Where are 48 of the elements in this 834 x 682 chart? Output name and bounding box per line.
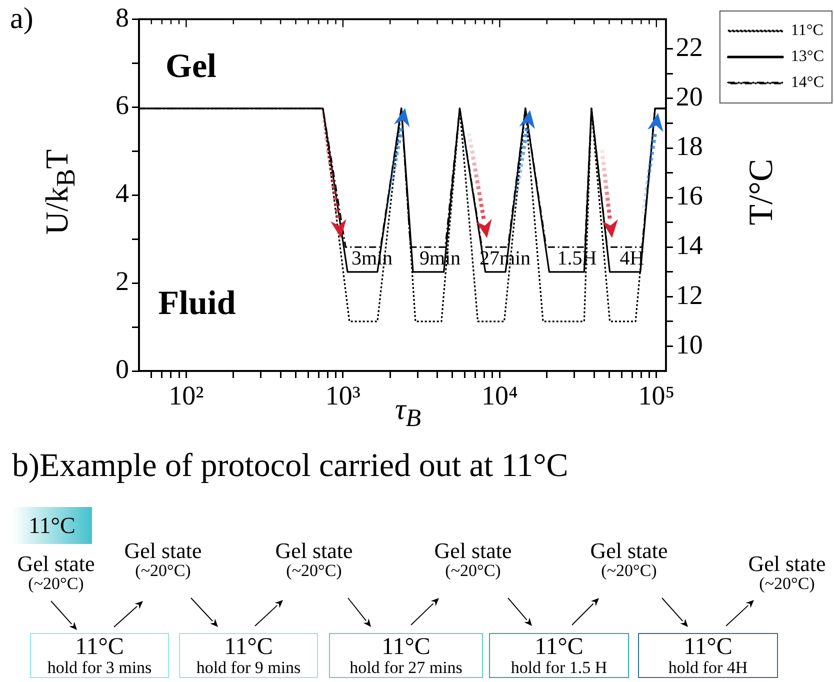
text: 11°C (12, 507, 92, 544)
text: (~20°C) (285, 561, 343, 580)
text: (~20°C) (134, 561, 192, 580)
annotation: Fluid (158, 284, 236, 322)
y2-axis-title: T/°C (743, 158, 781, 226)
y2-tick-label: 14 (676, 230, 704, 260)
chart-title: a) (10, 2, 34, 36)
text: (~20°C) (27, 574, 85, 593)
y2-tick-label: 22 (676, 32, 703, 62)
text: hold for 1.5 H (510, 658, 608, 677)
text: Gel state (17, 551, 95, 576)
text: 11°C (534, 634, 584, 660)
y-tick-label: 4 (116, 178, 130, 208)
text: Gel state (748, 551, 826, 576)
y-tick-label: 6 (116, 90, 129, 120)
legend-label: 13°C (790, 48, 824, 66)
y-tick-label: 2 (116, 266, 129, 296)
text: 11°C (223, 634, 274, 660)
y2-tick-label: 18 (676, 131, 703, 162)
text: hold for 9 mins (195, 658, 302, 677)
legend-label: 14°C (790, 74, 824, 92)
annotation: Gel (166, 48, 216, 85)
text: Gel state (124, 538, 202, 563)
text: 11°C (74, 634, 125, 660)
y-tick-label: 8 (116, 2, 129, 32)
text: (~20°C) (444, 561, 502, 580)
text: Gel state (434, 538, 512, 563)
text: Gel state (275, 538, 353, 563)
text: (~20°C) (758, 574, 816, 593)
text: hold for 27 mins (348, 658, 464, 677)
y-tick-label: 0 (116, 354, 129, 384)
text: (~20°C) (600, 561, 658, 580)
y2-tick-label: 10 (676, 329, 703, 360)
text: b)Example of protocol carried out at 11°C (12, 448, 568, 485)
text: 11°C (380, 634, 432, 660)
x-tick-label: 10³ (325, 380, 360, 410)
y2-tick-label: 20 (676, 82, 703, 112)
legend-label: 11°C (790, 22, 824, 40)
y2-tick-label: 16 (676, 180, 703, 211)
text: 11°C (682, 634, 734, 660)
x-tick-label: 10² (168, 380, 204, 410)
text: Gel state (590, 538, 668, 563)
x-tick-label: 10⁵ (638, 380, 675, 410)
text: hold for 4H (667, 658, 749, 677)
y2-tick-label: 12 (676, 280, 703, 310)
x-axis-title: τ$_{B}$ (395, 393, 422, 433)
x-tick-label: 10⁴ (481, 380, 518, 410)
text: hold for 3 mins (46, 658, 153, 677)
